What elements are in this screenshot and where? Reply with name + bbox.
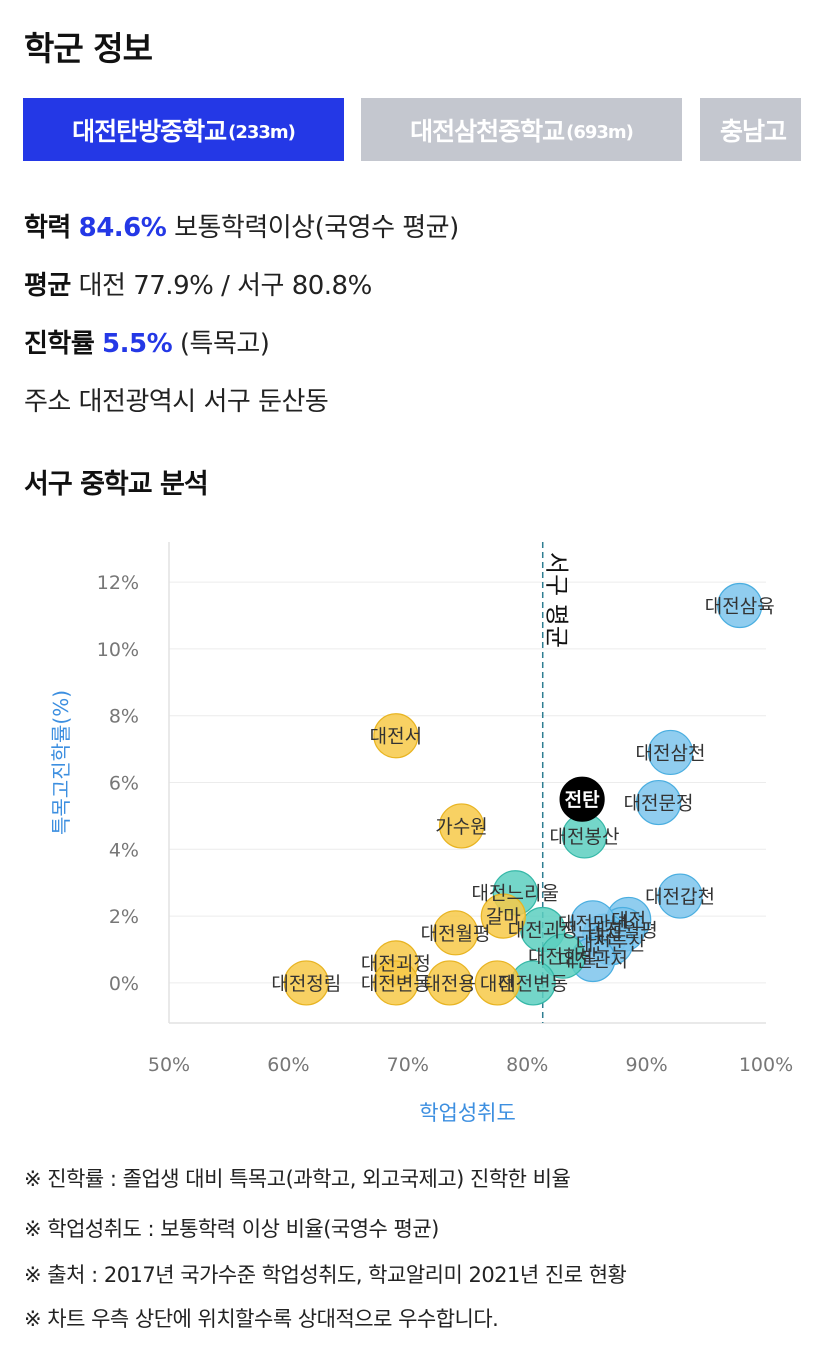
x-tick-label: 80% bbox=[506, 1054, 548, 1076]
note-3: ※ 출처 : 2017년 국가수준 학업성취도, 학교알리미 2021년 진로 … bbox=[24, 1263, 627, 1287]
address-row: 주소 대전광역시 서구 둔산동 bbox=[24, 381, 329, 418]
academic-row: 학력 84.6% 보통학력이상(국영수 평균) bbox=[24, 207, 459, 244]
data-point bbox=[426, 960, 473, 1006]
y-tick-label: 10% bbox=[97, 639, 139, 661]
data-label: 대전변동 bbox=[361, 973, 431, 995]
section-title: 서구 중학교 분석 bbox=[24, 469, 209, 500]
page-title: 학군 정보 bbox=[24, 29, 153, 68]
y-tick-label: 6% bbox=[109, 773, 139, 795]
advancement-value: 5.5% bbox=[102, 329, 173, 359]
data-label: 대전봉산 bbox=[550, 826, 620, 848]
data-label: 대전월평 bbox=[588, 919, 658, 941]
data-label: 대전한밭 bbox=[528, 946, 598, 968]
data-label: 대전삼육 bbox=[705, 595, 775, 617]
data-label: 대전 bbox=[587, 926, 622, 948]
y-tick-label: 12% bbox=[97, 572, 139, 594]
data-label: 대전삼천 bbox=[636, 742, 706, 764]
y-tick-label: 2% bbox=[109, 906, 139, 928]
note-1: ※ 진학률 : 졸업생 대비 특목고(과학고, 외고국제고) 진학한 비율 bbox=[24, 1167, 571, 1191]
data-label: 대전괴정 bbox=[508, 919, 578, 941]
data-point bbox=[717, 582, 763, 629]
data-point bbox=[480, 893, 526, 939]
tab-school-2-distance: (693m) bbox=[566, 122, 634, 143]
x-tick-label: 60% bbox=[267, 1054, 309, 1076]
data-label: 대전둔산 bbox=[576, 933, 646, 955]
data-label: 대전서 bbox=[370, 726, 422, 748]
tab-school-3-name: 충남고 bbox=[720, 116, 787, 146]
note-4: ※ 차트 우측 상단에 위치할수록 상대적으로 우수합니다. bbox=[24, 1307, 499, 1331]
reference-line-label: 서구 평균 bbox=[543, 552, 571, 648]
address-text: 대전광역시 서구 둔산동 bbox=[78, 387, 329, 417]
x-tick-label: 70% bbox=[387, 1054, 429, 1076]
average-label: 평균 bbox=[24, 271, 71, 301]
x-axis-label: 학업성취도 bbox=[419, 1101, 516, 1125]
tab-school-1-distance: (233m) bbox=[228, 122, 296, 143]
data-label: 갈마 bbox=[486, 906, 521, 928]
data-point bbox=[438, 803, 485, 849]
tab-school-1-name: 대전탄방중학교 bbox=[72, 116, 227, 146]
x-tick-label: 90% bbox=[625, 1054, 667, 1076]
academic-value: 84.6% bbox=[78, 213, 167, 243]
data-point bbox=[657, 873, 703, 919]
x-tick-label: 50% bbox=[148, 1054, 190, 1076]
average-text: 대전 77.9% / 서구 80.8% bbox=[78, 271, 373, 301]
data-point bbox=[474, 960, 520, 1006]
data-point bbox=[540, 933, 586, 979]
y-tick-label: 0% bbox=[109, 973, 139, 995]
data-label: 대전용 bbox=[423, 973, 475, 995]
tab-school-2[interactable]: 대전삼천중학교 (693m) bbox=[361, 98, 682, 161]
advancement-row: 진학률 5.5% (특목고) bbox=[24, 323, 270, 360]
school-tabs: 대전탄방중학교 (233m) 대전삼천중학교 (693m) 충남고 bbox=[23, 98, 801, 161]
academic-suffix: 보통학력이상(국영수 평균) bbox=[174, 213, 459, 243]
y-tick-label: 4% bbox=[109, 839, 139, 861]
data-point bbox=[635, 779, 682, 826]
data-point bbox=[432, 910, 479, 956]
data-label: 대전문정 bbox=[624, 793, 694, 815]
x-tick-label: 100% bbox=[739, 1054, 793, 1076]
data-label: 전탄 bbox=[565, 789, 600, 811]
tab-school-2-name: 대전삼천중학교 bbox=[410, 116, 565, 146]
advancement-label: 진학률 bbox=[24, 329, 95, 359]
data-point bbox=[647, 729, 694, 776]
tab-school-3[interactable]: 충남고 bbox=[700, 98, 801, 161]
data-label: 대전월평 bbox=[421, 923, 491, 945]
data-label: 대전관저 bbox=[558, 950, 628, 972]
address-label: 주소 bbox=[24, 387, 71, 417]
data-point bbox=[373, 713, 419, 759]
data-label: 대전 bbox=[611, 909, 646, 931]
data-label: 대전갑천 bbox=[645, 886, 715, 908]
data-label: 대전변동 bbox=[498, 973, 568, 995]
academic-label: 학력 bbox=[24, 213, 71, 243]
y-axis-label: 특목고진학률(%) bbox=[49, 690, 73, 835]
note-2: ※ 학업성취도 : 보통학력 이상 비율(국영수 평균) bbox=[24, 1217, 439, 1241]
data-label: 대전 bbox=[480, 973, 515, 995]
data-label: 가수원 bbox=[435, 816, 487, 838]
data-label: 대전만년 bbox=[558, 913, 628, 935]
data-label: 대전정림 bbox=[271, 973, 341, 995]
y-tick-label: 8% bbox=[109, 706, 139, 728]
data-label: 대전괴정 bbox=[361, 953, 431, 975]
data-label: 대전느리울 bbox=[472, 883, 559, 905]
data-point bbox=[559, 776, 605, 822]
tab-school-1[interactable]: 대전탄방중학교 (233m) bbox=[23, 98, 344, 161]
school-scatter-chart: 0% 2% 4% 6% 8% 10% 12% 50% 60% 70% 80% 90% 100% 학업성취도… bbox=[49, 542, 793, 1125]
data-point bbox=[373, 960, 419, 1006]
advancement-suffix: (특목고) bbox=[179, 329, 270, 359]
data-point bbox=[283, 960, 329, 1006]
average-row: 평균 대전 77.9% / 서구 80.8% bbox=[24, 265, 372, 302]
